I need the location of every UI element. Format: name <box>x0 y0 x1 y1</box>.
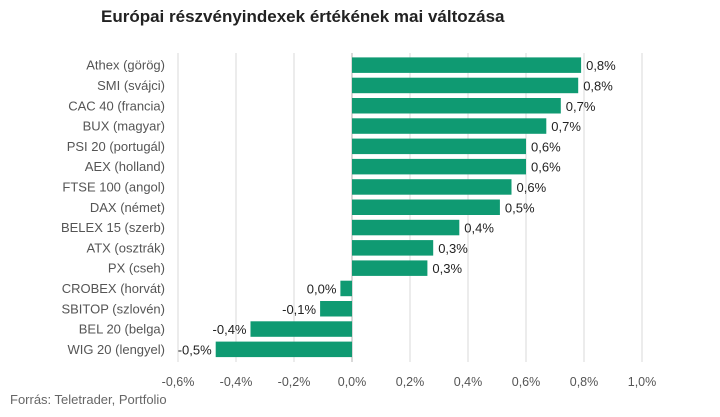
bar <box>352 199 500 215</box>
bar <box>320 301 352 317</box>
category-label: PSI 20 (portugál) <box>67 139 165 154</box>
value-label: -0,5% <box>178 342 212 357</box>
category-label: AEX (holland) <box>85 159 165 174</box>
x-tick-label: 0,2% <box>396 375 425 389</box>
value-label: 0,5% <box>505 200 535 215</box>
value-label: 0,8% <box>583 78 613 93</box>
bar <box>352 57 582 73</box>
bar <box>340 280 352 297</box>
category-labels: Athex (görög) SMI (svájci) CAC 40 (francia… <box>61 58 165 357</box>
value-label: 0,6% <box>531 160 561 175</box>
category-label: CAC 40 (francia) <box>68 98 165 113</box>
x-tick-label: 0,6% <box>512 375 541 389</box>
source-note: Forrás: Teletrader, Portfolio <box>10 392 167 407</box>
bar <box>352 77 579 94</box>
value-label: 0,4% <box>464 221 494 236</box>
bar <box>352 179 512 195</box>
category-label: BEL 20 (belga) <box>79 322 165 337</box>
x-tick-label: -0,6% <box>162 375 195 389</box>
value-label: -0,1% <box>282 302 316 317</box>
x-tick-label: -0,4% <box>220 375 253 389</box>
bar <box>352 260 428 276</box>
category-label: FTSE 100 (angol) <box>62 179 165 194</box>
bar <box>352 158 526 175</box>
category-label: BELEX 15 (szerb) <box>61 220 165 235</box>
bar <box>215 341 352 358</box>
bar <box>352 138 526 155</box>
value-label: 0,0% <box>307 281 337 296</box>
category-label: ATX (osztrák) <box>87 240 166 255</box>
category-label: SBITOP (szlovén) <box>61 301 165 316</box>
value-label: 0,3% <box>438 241 468 256</box>
value-labels: 0,8% 0,8% 0,7% 0,7% 0,6% 0,6% 0,6% 0,5% 0,4% 0,3%… <box>178 58 616 357</box>
value-label: 0,3% <box>432 261 462 276</box>
category-label: CROBEX (horvát) <box>62 281 165 296</box>
category-label: Athex (görög) <box>86 58 165 73</box>
value-label: 0,6% <box>531 139 561 154</box>
value-label: 0,7% <box>551 119 581 134</box>
category-label: SMI (svájci) <box>97 78 165 93</box>
x-tick-label: 0,8% <box>570 375 599 389</box>
x-tick-label: 1,0% <box>628 375 657 389</box>
x-tick-label: 0,0% <box>338 375 367 389</box>
category-label: DAX (német) <box>90 200 165 215</box>
bars <box>215 57 582 358</box>
bar <box>352 118 547 134</box>
x-tick-label: 0,4% <box>454 375 483 389</box>
category-label: PX (cseh) <box>108 261 165 276</box>
value-label: -0,4% <box>213 322 247 337</box>
category-label: WIG 20 (lengyel) <box>67 342 165 357</box>
bar <box>352 98 561 114</box>
chart-title: Európai részvényindexek értékének mai vá… <box>101 7 505 26</box>
value-label: 0,6% <box>517 180 547 195</box>
bar <box>250 321 352 337</box>
value-label: 0,7% <box>566 99 596 114</box>
x-axis-ticks: -0,6% -0,4% -0,2% 0,0% 0,2% 0,4% 0,6% 0,8% 1,0% <box>162 375 657 389</box>
x-tick-label: -0,2% <box>278 375 311 389</box>
category-label: BUX (magyar) <box>83 119 165 134</box>
bar <box>352 240 434 256</box>
bar <box>352 219 460 236</box>
value-label: 0,8% <box>586 58 616 73</box>
